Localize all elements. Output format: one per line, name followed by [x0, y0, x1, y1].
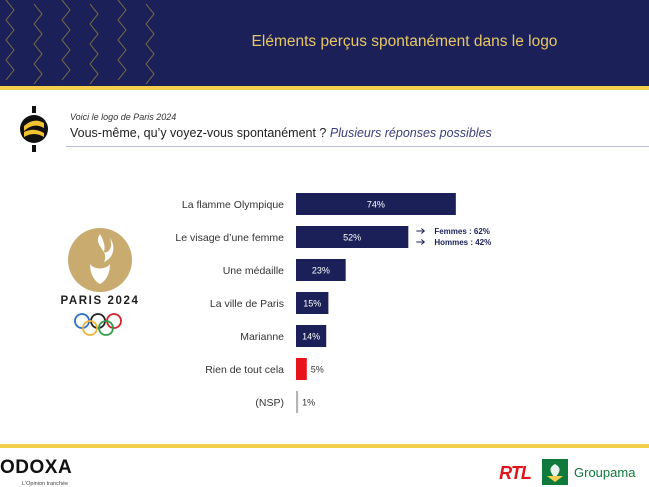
value-label: 5%: [311, 365, 324, 375]
bar: [296, 193, 456, 215]
value-label: 15%: [303, 299, 321, 309]
header-accent-bar: [0, 86, 649, 90]
annotation-arrow: [416, 228, 426, 234]
category-label: (NSP): [255, 397, 284, 409]
bar: [296, 391, 299, 413]
odoxa-tagline: L'Opinion tranchée: [22, 481, 68, 487]
odoxa-wordmark: ODOXA: [0, 457, 72, 478]
odoxa-question-icon: [20, 106, 48, 152]
bar: [296, 226, 409, 248]
decorative-chevron-pattern: [5, 0, 155, 85]
category-label: La ville de Paris: [210, 298, 284, 310]
bar: [296, 292, 329, 314]
question-emphasis: Plusieurs réponses possibles: [329, 126, 492, 140]
category-label: La flamme Olympique: [182, 199, 284, 211]
olympic-rings: [74, 313, 122, 336]
bar: [296, 358, 307, 380]
category-label: Le visage d’une femme: [175, 232, 284, 244]
value-label: 52%: [343, 233, 361, 243]
header-banner: Eléments perçus spontanément dans le log…: [0, 0, 649, 86]
odoxa-logo: ODOXA L'Opinion tranchée: [0, 457, 72, 487]
rtl-logo: RTL: [499, 463, 532, 483]
annotation-text: Hommes : 42%: [434, 238, 491, 247]
value-label: 14%: [302, 332, 320, 342]
groupama-wordmark: Groupama: [574, 465, 636, 480]
question-separator: [66, 146, 649, 147]
logo-medal-circle: [68, 228, 132, 292]
question-text: Vous-même, qu’y voyez-vous spontanément …: [70, 126, 492, 140]
page-title: Eléments perçus spontanément dans le log…: [251, 33, 558, 50]
annotation-text: Femmes : 62%: [434, 227, 490, 236]
bar: [296, 325, 327, 347]
value-label: 1%: [302, 398, 315, 408]
groupama-logo: Groupama: [542, 459, 636, 485]
logo-text: PARIS 2024: [60, 295, 139, 307]
question-main: Vous-même, qu’y voyez-vous spontanément …: [70, 126, 327, 140]
logo-face-shape: [90, 264, 110, 284]
logo-flame-shape: [97, 234, 114, 262]
value-label: 23%: [312, 266, 330, 276]
bar-chart: La flamme Olympique 74% Le visage d’une fe…: [175, 193, 491, 413]
bar: [296, 259, 346, 281]
question-intro: Voici le logo de Paris 2024: [70, 112, 177, 122]
category-label: Rien de tout cela: [205, 364, 284, 376]
annotation-arrow: [416, 239, 426, 245]
paris-2024-logo: PARIS 2024: [60, 228, 139, 336]
rtl-wordmark: RTL: [499, 463, 531, 483]
footer-accent-bar: [0, 444, 649, 448]
value-label: 74%: [367, 200, 385, 210]
category-label: Une médaille: [223, 265, 284, 277]
category-label: Marianne: [240, 331, 284, 343]
